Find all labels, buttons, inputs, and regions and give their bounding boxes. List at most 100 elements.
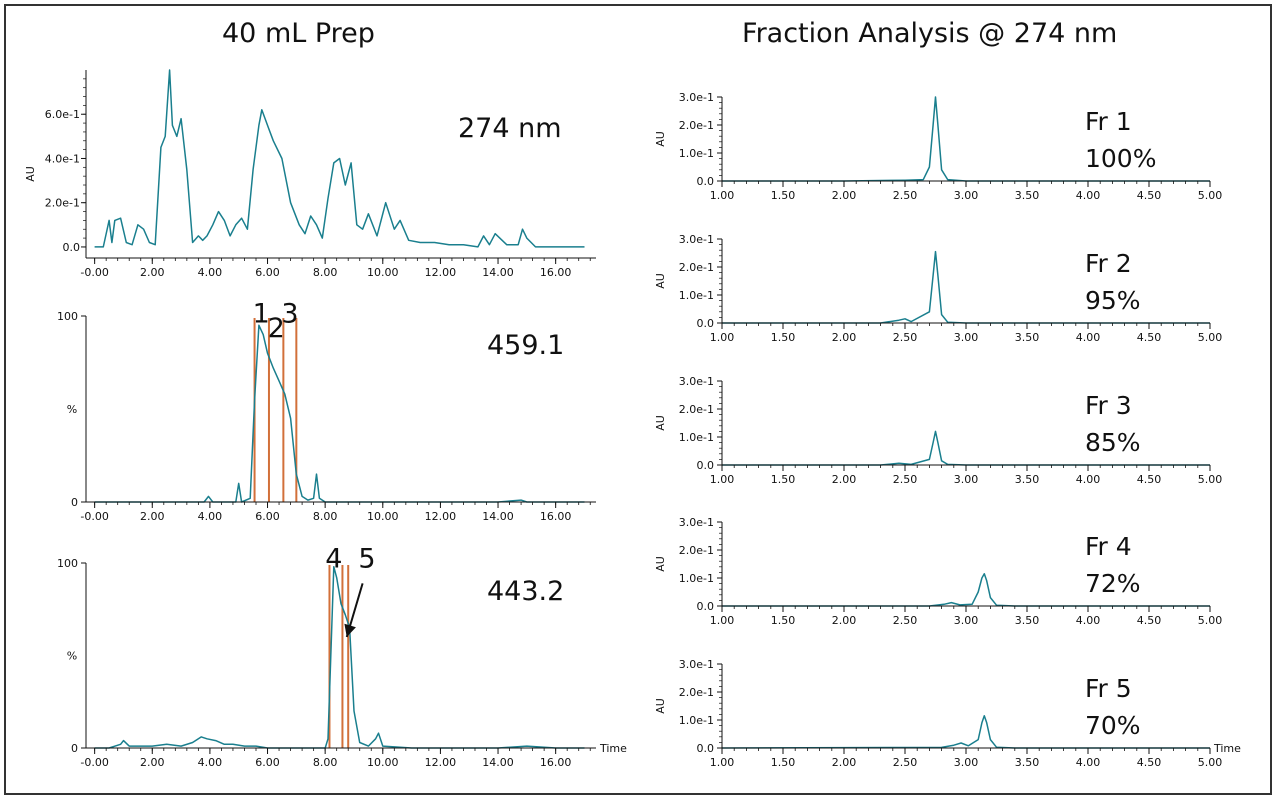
fr5-purity-label: 70% [1085, 711, 1141, 740]
ms443-x-tick-label: 4.00 [198, 756, 223, 769]
fr1-x-tick-label: 4.50 [1137, 189, 1162, 202]
fr5-x-tick-label: 1.50 [771, 756, 796, 769]
fr2-x-tick-label: 4.00 [1076, 331, 1101, 344]
fr5-x-tick-label: 1.00 [710, 756, 735, 769]
ms459-x-tick-label: -0.00 [80, 510, 108, 523]
fr4-y-tick-label: 0.0 [697, 600, 715, 613]
fr2-y-tick-label: 1.0e-1 [679, 289, 714, 302]
ms443-x-tick-label: 8.00 [313, 756, 338, 769]
fr2-x-tick-label: 2.00 [832, 331, 857, 344]
ms443-y-midpoint-label: % [67, 650, 77, 663]
fr2-x-tick-label: 1.50 [771, 331, 796, 344]
ms443-x-tick-label: 14.00 [482, 756, 514, 769]
fr1-y-tick-label: 1.0e-1 [679, 147, 714, 160]
fr3-x-tick-label: 2.00 [832, 473, 857, 486]
ms443-arrow-head [344, 623, 356, 637]
ms459-fraction-number-1: 1 [253, 298, 270, 329]
left-heading: 40 mL Prep [222, 18, 375, 49]
uv274-x-tick-label: 8.00 [313, 266, 338, 279]
fr4-trace-label: Fr 4 [1085, 532, 1132, 561]
uv274-x-tick-label: 12.00 [425, 266, 457, 279]
uv274-x-tick-label: 16.00 [540, 266, 572, 279]
fr1-x-tick-label: 2.50 [893, 189, 918, 202]
fr4-x-tick-label: 2.50 [893, 614, 918, 627]
fr3-x-tick-label: 1.00 [710, 473, 735, 486]
fr4-x-tick-label: 1.00 [710, 614, 735, 627]
fr5-x-tick-label: 2.00 [832, 756, 857, 769]
fr4-x-tick-label: 3.00 [954, 614, 979, 627]
fr1-y-tick-label: 3.0e-1 [679, 91, 714, 104]
uv274-y-tick-label: 0.0 [63, 241, 81, 254]
fr5-trace-label: Fr 5 [1085, 674, 1132, 703]
fr1-x-tick-label: 2.00 [832, 189, 857, 202]
fr4-x-tick-label: 1.50 [771, 614, 796, 627]
fr5-y-tick-label: 1.0e-1 [679, 714, 714, 727]
ms459-x-tick-label: 16.00 [540, 510, 572, 523]
fr3-x-tick-label: 5.00 [1198, 473, 1223, 486]
uv274-x-tick-label: 10.00 [367, 266, 399, 279]
fr5-y-axis-label: AU [654, 698, 667, 714]
fr3-x-tick-label: 1.50 [771, 473, 796, 486]
fr1-x-tick-label: 3.50 [1015, 189, 1040, 202]
ms443-x-tick-label: 10.00 [367, 756, 399, 769]
fr3-y-axis-label: AU [654, 415, 667, 431]
uv274-y-axis-label: AU [24, 166, 37, 182]
figure-frame [4, 4, 1272, 795]
uv274-x-tick-label: 14.00 [482, 266, 514, 279]
ms443-x-tick-label: 16.00 [540, 756, 572, 769]
right-heading: Fraction Analysis @ 274 nm [742, 18, 1118, 49]
fr4-y-axis-label: AU [654, 556, 667, 572]
ms443-fraction-number-4: 4 [325, 543, 342, 574]
uv274-y-tick-label: 6.0e-1 [45, 108, 80, 121]
fr2-x-tick-label: 2.50 [893, 331, 918, 344]
fr5-y-tick-label: 2.0e-1 [679, 686, 714, 699]
fr3-x-tick-label: 4.00 [1076, 473, 1101, 486]
ms459-x-tick-label: 14.00 [482, 510, 514, 523]
uv274-x-tick-label: -0.00 [80, 266, 108, 279]
fr3-y-tick-label: 3.0e-1 [679, 375, 714, 388]
fr2-trace-line [722, 250, 1210, 324]
ms443-x-tick-label: 12.00 [425, 756, 457, 769]
fr1-y-tick-label: 0.0 [697, 175, 715, 188]
fr2-x-tick-label: 4.50 [1137, 331, 1162, 344]
fr2-x-tick-label: 5.00 [1198, 331, 1223, 344]
ms443-fraction-number-5: 5 [358, 543, 375, 574]
ms459-y-tick-label: 100 [57, 310, 78, 323]
ms459-x-tick-label: 12.00 [425, 510, 457, 523]
uv274-y-tick-label: 2.0e-1 [45, 197, 80, 210]
fr3-purity-label: 85% [1085, 428, 1141, 457]
fr1-y-tick-label: 2.0e-1 [679, 119, 714, 132]
uv274-y-tick-label: 4.0e-1 [45, 152, 80, 165]
fr1-y-axis-label: AU [654, 131, 667, 147]
fr2-x-tick-label: 3.50 [1015, 331, 1040, 344]
fr4-x-tick-label: 4.50 [1137, 614, 1162, 627]
fr3-x-tick-label: 2.50 [893, 473, 918, 486]
ms459-fraction-number-2: 2 [268, 313, 285, 344]
fr4-purity-label: 72% [1085, 569, 1141, 598]
fr5-x-tick-label: 3.50 [1015, 756, 1040, 769]
fr5-x-tick-label: 4.00 [1076, 756, 1101, 769]
fr3-trace-label: Fr 3 [1085, 391, 1132, 420]
fr3-x-tick-label: 3.50 [1015, 473, 1040, 486]
ms459-fraction-number-3: 3 [281, 298, 298, 329]
ms459-x-tick-label: 10.00 [367, 510, 399, 523]
fr4-x-tick-label: 4.00 [1076, 614, 1101, 627]
fr4-y-tick-label: 1.0e-1 [679, 572, 714, 585]
ms443-y-tick-label: 100 [57, 557, 78, 570]
ms459-y-tick-label: 0 [71, 496, 78, 509]
ms459-x-tick-label: 4.00 [198, 510, 223, 523]
fr4-trace-line [722, 573, 1210, 607]
fr4-x-tick-label: 2.00 [832, 614, 857, 627]
ms443-trace-label: 443.2 [487, 576, 564, 607]
fr2-y-tick-label: 3.0e-1 [679, 233, 714, 246]
ms443-y-tick-label: 0 [71, 742, 78, 755]
ms443-x-axis-label: Time [599, 742, 627, 755]
fr5-trace-line [721, 715, 1210, 749]
fr1-x-tick-label: 1.50 [771, 189, 796, 202]
fr1-x-tick-label: 1.00 [710, 189, 735, 202]
fr1-x-tick-label: 5.00 [1198, 189, 1223, 202]
fr3-y-tick-label: 0.0 [697, 459, 715, 472]
fr4-y-tick-label: 2.0e-1 [679, 544, 714, 557]
fr3-x-tick-label: 4.50 [1137, 473, 1162, 486]
